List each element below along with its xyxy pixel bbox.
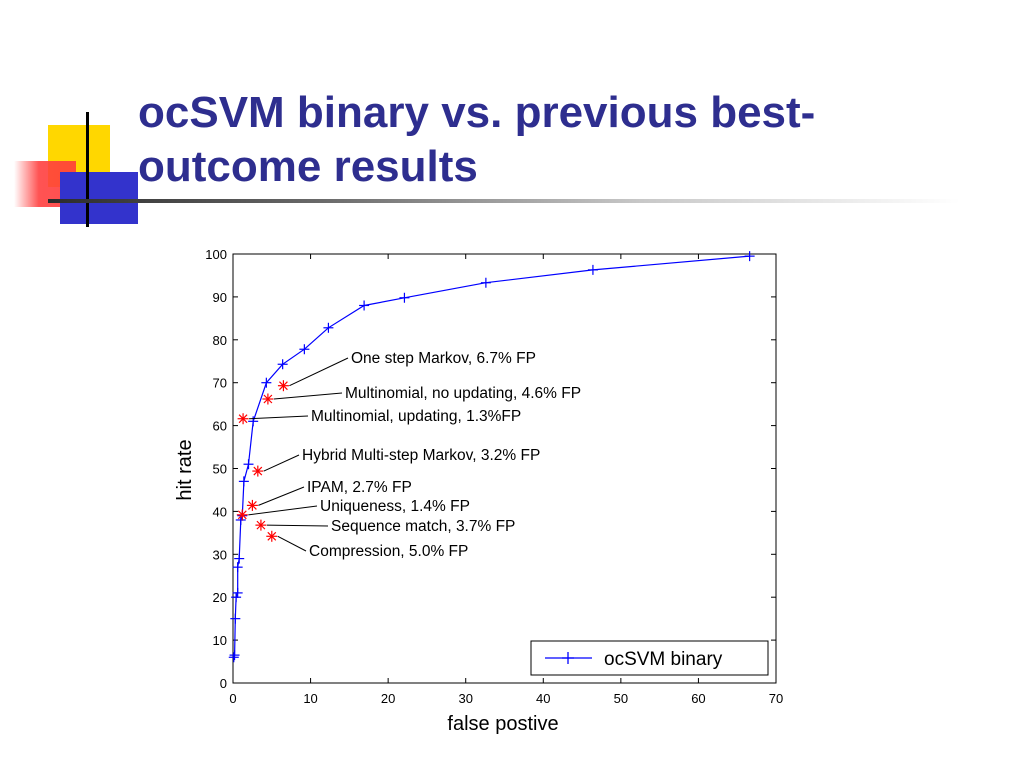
slide-title: ocSVM binary vs. previous best- outcome … bbox=[138, 86, 938, 194]
y-tick-label: 70 bbox=[213, 376, 227, 391]
annotation-label: Multinomial, no updating, 4.6% FP bbox=[345, 385, 581, 402]
y-tick-label: 50 bbox=[213, 462, 227, 477]
x-axis-label: false postive bbox=[447, 713, 558, 735]
annotation-leader-line bbox=[248, 505, 318, 516]
comparison-point-marker bbox=[263, 394, 273, 404]
annotation-leader-line bbox=[289, 357, 349, 387]
annotation-label: Hybrid Multi-step Markov, 3.2% FP bbox=[302, 447, 540, 464]
y-tick-label: 40 bbox=[213, 504, 227, 519]
annotation-label: Sequence match, 3.7% FP bbox=[331, 518, 515, 535]
comparison-point-marker bbox=[267, 531, 277, 541]
y-tick-label: 100 bbox=[205, 247, 227, 262]
annotation-label: Compression, 5.0% FP bbox=[309, 543, 468, 560]
decor-vertical-line bbox=[86, 112, 89, 227]
x-tick-label: 0 bbox=[229, 691, 236, 706]
y-tick-label: 10 bbox=[213, 633, 227, 648]
annotation-leader-line bbox=[263, 454, 300, 472]
y-axis-label: hit rate bbox=[174, 439, 196, 500]
comparison-point-marker bbox=[278, 381, 288, 391]
comparison-point-marker bbox=[247, 500, 257, 510]
legend: ocSVM binary bbox=[530, 640, 769, 676]
plot-area: 0 10 20 30 40 50 60 70 0 10 20 30 40 50 60 70 80 90 100 One… bbox=[205, 247, 783, 706]
annotation-leader-line bbox=[258, 486, 305, 506]
comparison-point-marker bbox=[238, 414, 248, 424]
y-tick-label: 90 bbox=[213, 290, 227, 305]
annotation-label: Multinomial, updating, 1.3%FP bbox=[311, 408, 521, 425]
x-tick-label: 40 bbox=[536, 691, 550, 706]
x-tick-label: 50 bbox=[614, 691, 628, 706]
comparison-point-marker bbox=[237, 510, 247, 520]
decor-blue-square bbox=[60, 172, 138, 224]
y-tick-label: 20 bbox=[213, 590, 227, 605]
annotation-label: Uniqueness, 1.4% FP bbox=[320, 498, 470, 515]
comparison-point-marker bbox=[253, 466, 263, 476]
annotation-leader-line bbox=[249, 415, 309, 420]
x-tick-label: 10 bbox=[303, 691, 317, 706]
annotation-label: One step Markov, 6.7% FP bbox=[351, 350, 536, 367]
legend-label: ocSVM binary bbox=[604, 649, 723, 670]
slide-title-line-2: outcome results bbox=[138, 142, 478, 191]
x-tick-label: 60 bbox=[691, 691, 705, 706]
title-underline bbox=[48, 199, 960, 203]
x-tick-label: 20 bbox=[381, 691, 395, 706]
y-tick-label: 30 bbox=[213, 547, 227, 562]
y-tick-label: 80 bbox=[213, 333, 227, 348]
comparison-point-marker bbox=[256, 520, 266, 530]
slide-title-line-1: ocSVM binary vs. previous best- bbox=[138, 88, 816, 137]
annotation-leader-line bbox=[266, 524, 329, 527]
plot-frame bbox=[232, 253, 777, 684]
y-tick-label: 60 bbox=[213, 419, 227, 434]
annotation-leader-line bbox=[277, 535, 307, 552]
annotation-leader-line bbox=[273, 392, 343, 400]
y-tick-label: 0 bbox=[220, 676, 227, 691]
x-tick-label: 30 bbox=[458, 691, 472, 706]
x-tick-label: 70 bbox=[769, 691, 783, 706]
annotation-label: IPAM, 2.7% FP bbox=[307, 479, 412, 496]
